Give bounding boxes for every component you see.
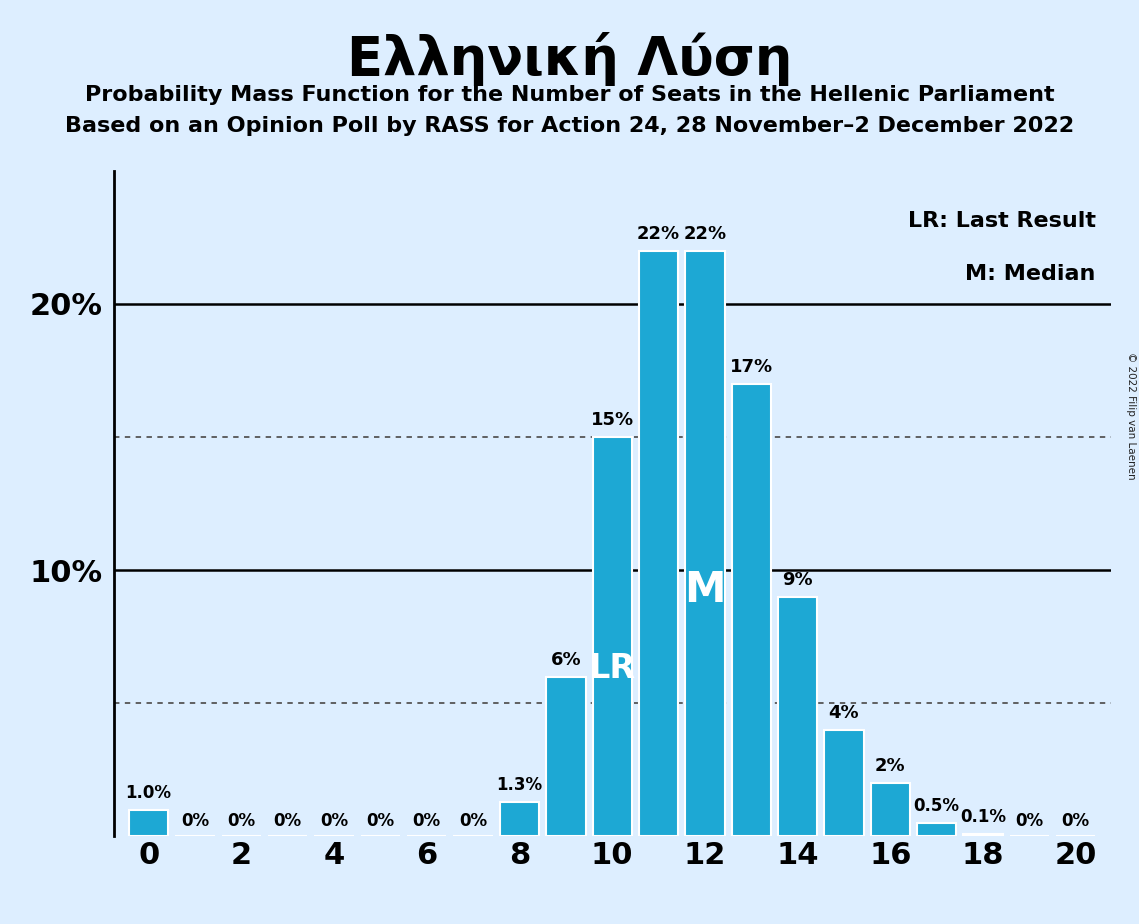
Text: 0.5%: 0.5% — [913, 796, 960, 815]
Bar — [825, 730, 863, 836]
Text: 1.0%: 1.0% — [125, 784, 172, 802]
Text: Probability Mass Function for the Number of Seats in the Hellenic Parliament: Probability Mass Function for the Number… — [84, 85, 1055, 105]
Text: Based on an Opinion Poll by RASS for Action 24, 28 November–2 December 2022: Based on an Opinion Poll by RASS for Act… — [65, 116, 1074, 136]
Text: LR: Last Result: LR: Last Result — [908, 211, 1096, 231]
Text: 0%: 0% — [412, 811, 441, 830]
Text: 0%: 0% — [273, 811, 302, 830]
Bar — [686, 250, 724, 836]
Text: 0%: 0% — [459, 811, 487, 830]
Text: 0%: 0% — [320, 811, 349, 830]
Bar — [592, 437, 632, 836]
Bar — [917, 823, 957, 836]
Bar — [964, 833, 1002, 836]
Text: 22%: 22% — [683, 225, 727, 243]
Text: Ελληνική Λύση: Ελληνική Λύση — [346, 32, 793, 86]
Text: M: Median: M: Median — [965, 264, 1096, 284]
Bar — [778, 597, 818, 836]
Text: 17%: 17% — [730, 358, 773, 376]
Text: 0%: 0% — [228, 811, 255, 830]
Text: 22%: 22% — [637, 225, 680, 243]
Bar — [870, 783, 910, 836]
Text: 1.3%: 1.3% — [497, 775, 542, 794]
Bar — [639, 250, 678, 836]
Bar — [547, 676, 585, 836]
Text: 15%: 15% — [591, 411, 633, 429]
Text: 0%: 0% — [1062, 811, 1090, 830]
Bar — [129, 809, 169, 836]
Text: M: M — [685, 569, 726, 612]
Text: 6%: 6% — [550, 650, 581, 669]
Text: 9%: 9% — [782, 571, 813, 589]
Text: 0.1%: 0.1% — [960, 808, 1006, 825]
Bar — [731, 383, 771, 836]
Text: LR: LR — [589, 652, 636, 685]
Text: 0%: 0% — [367, 811, 394, 830]
Text: 4%: 4% — [829, 704, 859, 722]
Text: 0%: 0% — [1015, 811, 1043, 830]
Bar — [500, 802, 539, 836]
Text: 0%: 0% — [181, 811, 210, 830]
Text: 2%: 2% — [875, 757, 906, 775]
Text: © 2022 Filip van Laenen: © 2022 Filip van Laenen — [1126, 352, 1136, 480]
